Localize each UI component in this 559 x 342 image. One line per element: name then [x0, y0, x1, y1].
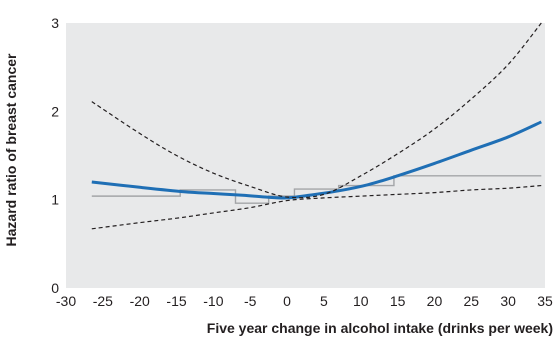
hazard-ratio-line	[91, 120, 542, 200]
x-tick-label: -15	[166, 293, 186, 309]
x-axis-ticks: -30 -25 -20 -15 -10 -5 0 5 10 15 20 25 30 35	[56, 293, 553, 309]
x-tick-label: -25	[93, 293, 113, 309]
x-tick-label: 5	[320, 293, 328, 309]
y-tick-label: 2	[51, 103, 59, 119]
x-tick-label: -20	[130, 293, 150, 309]
x-tick-label: 20	[427, 293, 443, 309]
x-tick-label: -5	[244, 293, 257, 309]
x-tick-label: 15	[390, 293, 406, 309]
y-tick-label: 3	[51, 15, 59, 31]
x-tick-label: 30	[500, 293, 516, 309]
x-tick-label: 35	[537, 293, 553, 309]
x-tick-label: 10	[353, 293, 369, 309]
y-axis-title: Hazard ratio of breast cancer	[3, 53, 19, 247]
x-tick-label: 25	[464, 293, 480, 309]
x-tick-label: -10	[203, 293, 223, 309]
x-tick-label: -30	[56, 293, 76, 309]
y-tick-label: 0	[51, 280, 59, 296]
series-lines	[91, 22, 542, 230]
x-axis-title: Five year change in alcohol intake (drin…	[207, 320, 553, 336]
y-axis-ticks: 0 1 2 3	[51, 15, 59, 296]
confidence-bound-line	[91, 184, 542, 230]
confidence-bound-line	[91, 22, 542, 199]
x-tick-label: 0	[283, 293, 291, 309]
y-tick-label: 1	[51, 192, 59, 208]
plot-area	[66, 23, 545, 288]
